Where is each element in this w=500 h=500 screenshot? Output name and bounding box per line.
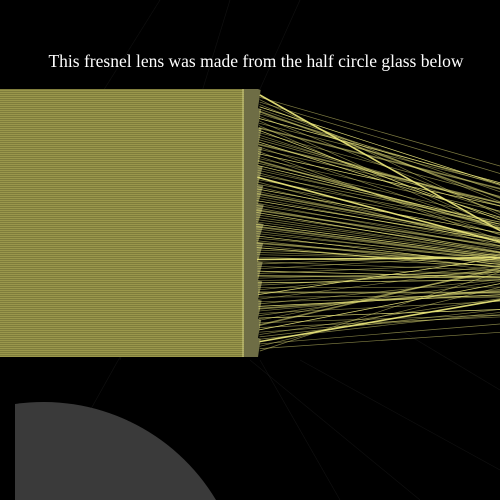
light-ray [258,146,500,230]
light-ray [255,221,500,256]
light-ray [258,257,500,295]
light-ray [259,101,500,174]
light-ray [257,167,500,227]
light-ray [256,228,500,259]
light-ray [258,127,500,190]
light-ray [256,188,500,234]
light-ray [259,314,500,333]
light-ray [258,290,500,310]
light-ray [257,265,500,291]
light-ray [257,179,500,225]
light-ray [257,169,500,223]
light-ray [259,323,500,345]
light-ray [258,132,500,197]
light-ray [258,267,500,300]
light-ray [257,271,500,286]
light-ray [258,139,500,206]
light-ray [257,162,500,219]
light-ray [258,129,500,221]
light-ray [257,253,500,265]
light-ray [257,286,500,288]
light-ray [259,316,500,328]
light-ray [259,108,500,193]
light-ray [259,97,500,167]
light-ray [259,118,500,184]
light-ray [256,225,500,259]
light-ray [256,233,500,259]
light-ray [257,263,500,274]
stray-ray [399,329,500,391]
light-ray [257,158,500,212]
light-ray [256,219,500,254]
fresnel-lens [242,89,264,357]
half-circle-glass [15,401,216,500]
light-ray [258,143,500,204]
light-ray [258,314,500,324]
light-ray [258,148,500,204]
light-ray [256,209,500,247]
stray-ray [259,359,341,500]
converging-light-rays [255,94,500,352]
light-ray [256,214,500,251]
light-ray [258,309,500,319]
light-ray [259,283,500,331]
light-ray [256,192,500,239]
light-ray [257,279,500,284]
light-ray [257,155,500,236]
fresnel-lens-body [242,89,264,357]
light-ray [256,195,500,240]
light-ray [259,286,500,347]
light-ray [258,279,500,305]
light-ray [259,331,500,350]
light-ray [257,153,500,207]
light-ray [257,186,500,243]
light-ray [257,183,500,229]
light-ray [258,122,500,185]
light-ray [257,255,500,270]
light-ray [259,271,500,352]
light-ray [258,267,500,326]
stray-ray [299,359,500,471]
light-ray [256,207,500,253]
light-ray [255,223,500,257]
light-ray [256,200,500,241]
light-ray [257,174,500,223]
light-ray [258,280,500,317]
stray-ray [259,0,301,90]
light-ray [259,309,500,338]
light-ray [256,254,500,260]
light-ray [258,289,500,312]
light-ray [259,299,500,343]
parallel-light-beam [0,89,244,357]
stray-ray [249,359,421,500]
light-ray [256,216,500,254]
light-ray [256,205,500,244]
light-ray [258,270,500,321]
light-ray [256,235,500,265]
light-ray [258,300,500,314]
light-ray [257,266,500,275]
